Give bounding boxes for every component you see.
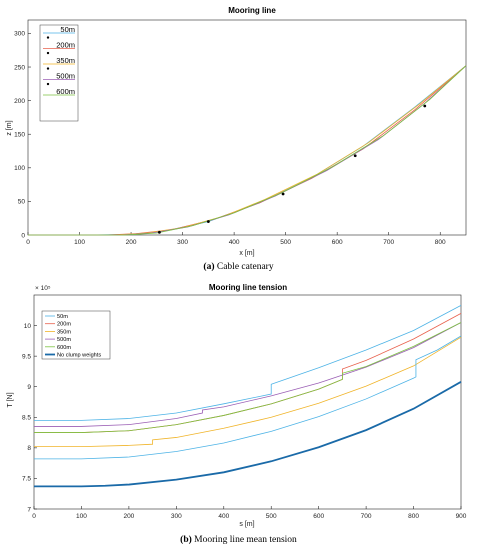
legend-label: 600m xyxy=(57,345,71,351)
legend-label: 350m xyxy=(56,56,75,65)
chart-a-plot-area xyxy=(27,19,467,236)
caption-a-label: (a) xyxy=(203,262,215,272)
y-tick-label: 9 xyxy=(27,384,31,391)
series-line-500m xyxy=(34,322,462,427)
x-tick-label: 400 xyxy=(229,239,240,246)
x-tick-label: 500 xyxy=(266,513,277,520)
legend-marker xyxy=(46,67,50,70)
legend-label: 50m xyxy=(60,25,75,34)
y-tick-label: 200 xyxy=(14,98,25,105)
legend-marker xyxy=(46,51,50,55)
series-line-no-clump-weights xyxy=(34,381,462,488)
legend-marker xyxy=(46,82,50,86)
chart-b-title: Mooring line tension xyxy=(209,283,287,292)
clump-weight-marker xyxy=(281,192,285,196)
x-tick-label: 200 xyxy=(123,513,134,520)
legend-label: No clump weights xyxy=(57,353,101,359)
legend-label: 350m xyxy=(57,329,71,335)
caption-b: (b) Mooring line mean tension xyxy=(0,535,477,545)
chart-b-xlabel: s [m] xyxy=(239,521,254,528)
clump-weight-marker xyxy=(423,104,427,108)
x-tick-label: 600 xyxy=(332,239,343,246)
x-tick-label: 700 xyxy=(361,513,372,520)
chart-a-legend: 50m 200m 350m 500m 600m xyxy=(39,24,79,122)
x-tick-label: 900 xyxy=(456,513,467,520)
chart-b: Mooring line tension × 10⁵ 0 100 200 300 400… xyxy=(7,283,467,528)
x-tick-label: 0 xyxy=(32,513,36,520)
caption-a-text: Cable catenary xyxy=(216,262,274,272)
y-tick-label: 150 xyxy=(14,132,25,139)
x-tick-label: 800 xyxy=(408,513,419,520)
legend-box xyxy=(39,24,79,122)
chart-b-ylabel: T [N] xyxy=(7,392,14,407)
x-tick-label: 600 xyxy=(313,513,324,520)
caption-a: (a) Cable catenary xyxy=(0,262,477,272)
y-tick-label: 100 xyxy=(14,165,25,172)
legend-marker xyxy=(46,36,50,39)
x-tick-label: 300 xyxy=(177,239,188,246)
x-tick-label: 800 xyxy=(435,239,446,246)
y-tick-label: 8 xyxy=(27,445,31,452)
y-tick-label: 7 xyxy=(27,506,31,513)
x-tick-label: 200 xyxy=(126,239,137,246)
x-tick-label: 0 xyxy=(26,239,30,246)
y-tick-label: 0 xyxy=(21,232,25,239)
series-line-600m xyxy=(34,322,462,433)
series-line-350m xyxy=(34,336,462,448)
caption-b-label: (b) xyxy=(180,535,192,545)
y-tick-label: 300 xyxy=(14,31,25,38)
y-tick-label: 7.5 xyxy=(22,476,31,483)
y-tick-label: 10 xyxy=(24,323,32,330)
x-tick-label: 500 xyxy=(280,239,291,246)
legend-label: 500m xyxy=(56,72,75,81)
legend-label: 50m xyxy=(57,314,68,320)
chart-a-title: Mooring line xyxy=(228,6,276,15)
series-line-50m xyxy=(34,305,462,421)
legend-label: 600m xyxy=(56,87,75,96)
chart-a: Mooring line 0 100 200 300 400 500 600 700 800 0 5… xyxy=(6,6,467,257)
y-tick-label: 8.5 xyxy=(22,415,31,422)
legend-label: 200m xyxy=(56,41,75,50)
x-tick-label: 400 xyxy=(218,513,229,520)
x-tick-label: 700 xyxy=(383,239,394,246)
y-tick-label: 50 xyxy=(18,199,26,206)
caption-b-text: Mooring line mean tension xyxy=(194,535,297,545)
x-tick-label: 100 xyxy=(74,239,85,246)
legend-label: 500m xyxy=(57,337,71,343)
x-tick-label: 300 xyxy=(171,513,182,520)
clump-weight-marker xyxy=(206,220,210,223)
clump-weight-marker xyxy=(158,230,161,234)
chart-b-y-multiplier: × 10⁵ xyxy=(35,285,51,292)
y-tick-label: 250 xyxy=(14,64,25,71)
x-tick-label: 100 xyxy=(76,513,87,520)
clump-weight-marker xyxy=(353,154,357,158)
chart-a-ylabel: z [m] xyxy=(6,120,13,135)
series-line-50m xyxy=(34,335,462,460)
legend-box xyxy=(41,310,111,360)
series-line-600m xyxy=(28,65,467,236)
y-tick-label: 9.5 xyxy=(22,353,31,360)
legend-label: 200m xyxy=(57,322,71,328)
chart-a-xlabel: x [m] xyxy=(239,250,254,257)
